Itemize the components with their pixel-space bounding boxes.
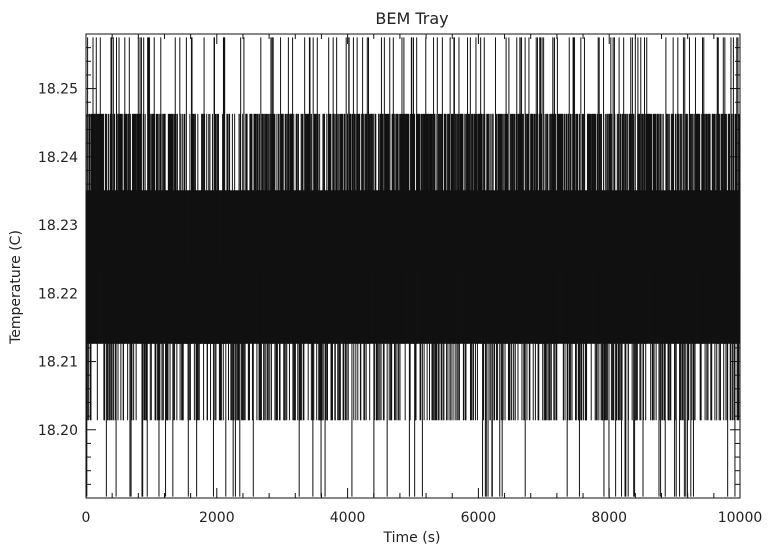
y-tick-label: 18.23 [38, 218, 78, 234]
y-tick-label: 18.21 [38, 355, 78, 371]
x-tick-label: 10000 [718, 510, 763, 526]
y-tick-label: 18.20 [38, 423, 78, 439]
x-tick-label: 8000 [591, 510, 627, 526]
y-tick-label: 18.24 [38, 150, 78, 166]
y-axis: 18.20 18.21 18.22 18.23 18.24 18.25 [38, 47, 740, 485]
x-tick-label: 0 [82, 510, 91, 526]
x-tick-label: 6000 [461, 510, 497, 526]
y-tick-label: 18.25 [38, 82, 78, 98]
y-tick-label: 18.22 [38, 286, 78, 302]
series-marks [86, 37, 740, 497]
x-axis-label: Time (s) [383, 530, 441, 546]
y-axis-label: Temperature (C) [8, 230, 24, 345]
x-tick-label: 4000 [330, 510, 366, 526]
series-spikes [86, 37, 740, 497]
chart-title: BEM Tray [375, 9, 448, 28]
x-axis: 0 2000 4000 6000 8000 10000 [82, 34, 763, 526]
x-tick-label: 2000 [199, 510, 235, 526]
